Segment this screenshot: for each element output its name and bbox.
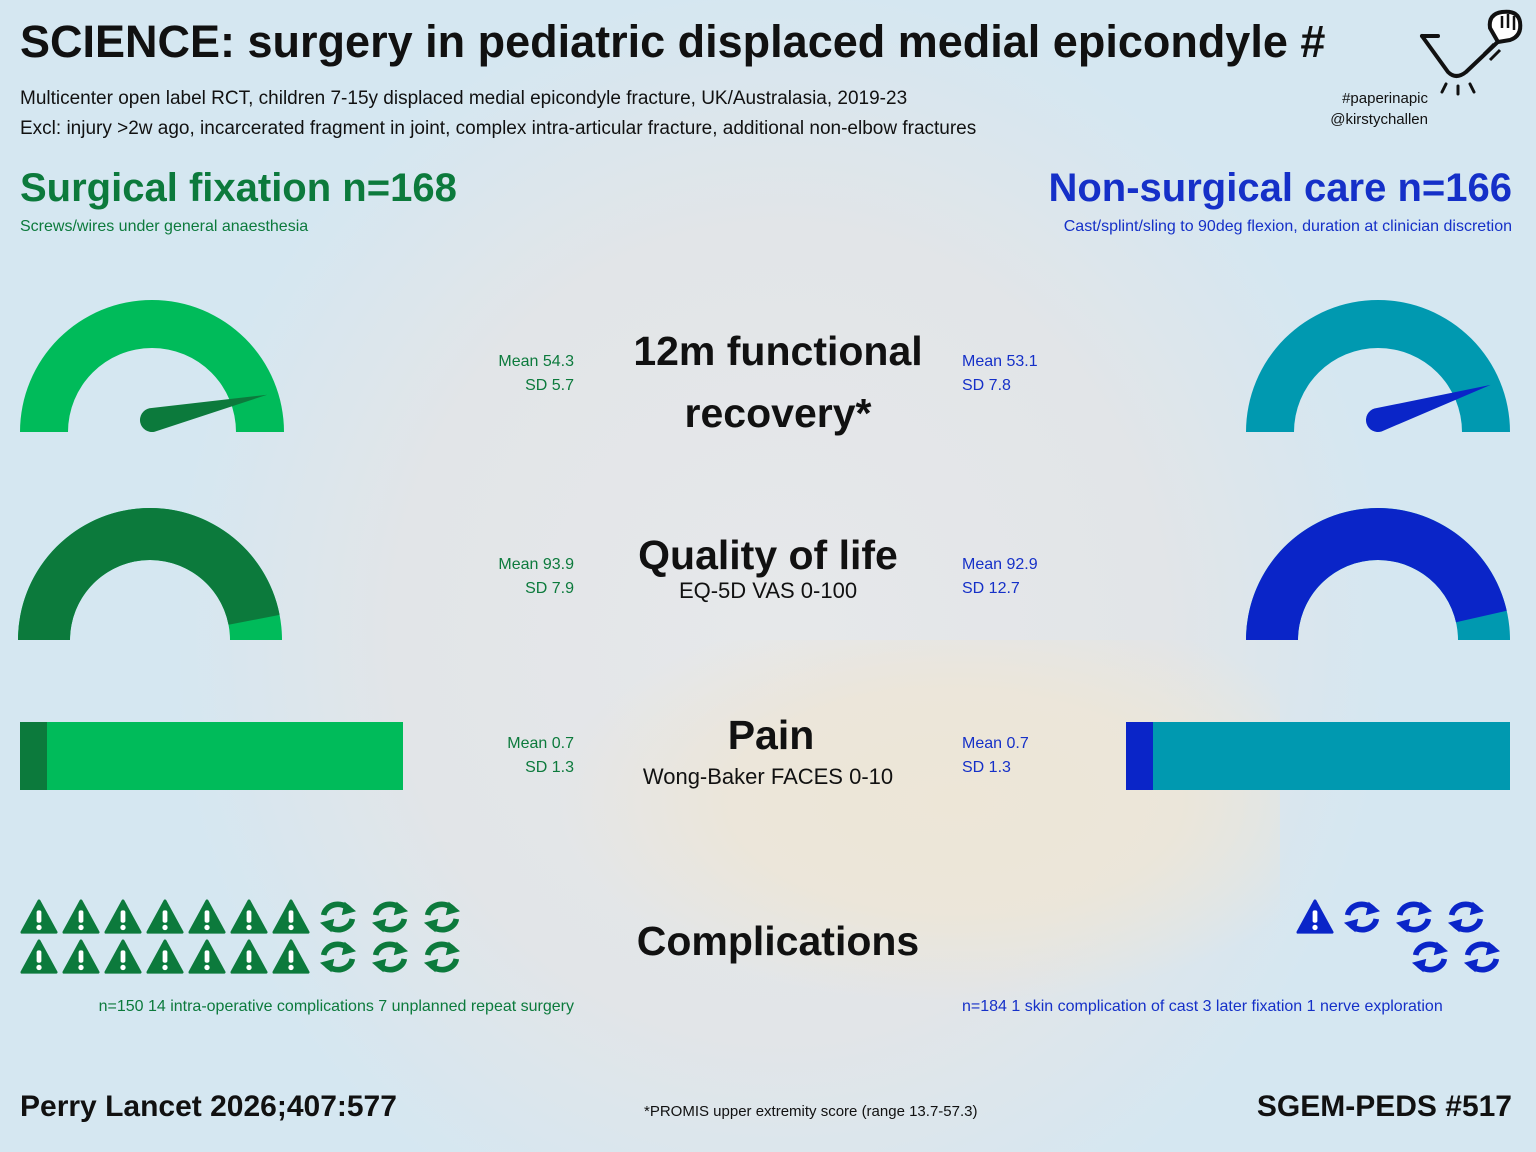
warning-triangle-icon [20,939,58,974]
warning-triangle-icon [188,899,226,934]
nonsurgical-functional-sd: SD 7.8 [962,377,1011,394]
warning-triangle-icon [230,939,268,974]
gauge-arc [20,300,284,432]
nonsurgical-complication-icons [1296,898,1506,976]
surgical-pain-mean: Mean 0.7 [507,735,574,752]
study-design: Multicenter open label RCT, children 7-1… [20,88,908,109]
qol-heading: Quality of life [638,532,898,578]
repeat-surgery-icon [319,941,357,973]
nonsurgical-pain-bar-fill [1126,722,1153,790]
surgical-pain-bar [20,722,403,790]
qol-scale: EQ-5D VAS 0-100 [678,578,858,603]
warning-triangle-icon [20,899,58,934]
surgical-arm-title: Surgical fixation n=168 [20,166,457,210]
surgical-pain-bar-fill [20,722,47,790]
gauge-arc [1246,300,1510,432]
pain-heading: Pain [727,712,815,758]
episode-number: SGEM-PEDS #517 [1256,1090,1512,1123]
surgical-functional-mean: Mean 54.3 [498,353,574,370]
surgical-qol-mean: Mean 93.9 [498,556,574,573]
gauge-fill [1246,507,1507,640]
page-title: SCIENCE: surgery in pediatric displaced … [20,16,1326,67]
warning-triangle-icon [62,939,100,974]
repeat-surgery-icon [1343,901,1381,933]
surgical-complications-text: n=150 14 intra-operative complications 7… [98,998,574,1015]
surgical-qol-stats: Mean 93.9 SD 7.9 [498,553,574,601]
hashtag: #paperinapic [1342,90,1428,107]
functional-title-line2: recovery* [684,390,872,436]
surgical-pain-stats: Mean 0.7 SD 1.3 [507,732,574,780]
warning-triangle-icon [188,939,226,974]
nonsurgical-complications-text: n=184 1 skin complication of cast 3 late… [962,998,1443,1015]
repeat-surgery-icon [423,941,461,973]
nonsurgical-qol-sd: SD 12.7 [962,580,1020,597]
warning-triangle-icon [104,939,142,974]
nonsurgical-qol-mean: Mean 92.9 [962,556,1038,573]
repeat-surgery-icon [1411,941,1449,973]
author-handle: @kirstychallen [1330,111,1428,128]
nonsurgical-functional-stats: Mean 53.1 SD 7.8 [962,350,1038,398]
citation: Perry Lancet 2026;407:577 [20,1090,397,1123]
exclusion-criteria: Excl: injury >2w ago, incarcerated fragm… [20,118,977,139]
repeat-surgery-icon [1395,901,1433,933]
repeat-surgery-icon [319,901,357,933]
warning-triangle-icon [1296,899,1334,934]
warning-triangle-icon [272,939,310,974]
footnote: *PROMIS upper extremity score (range 13.… [644,1103,978,1120]
surgical-functional-sd: SD 5.7 [525,377,574,394]
warning-triangle-icon [146,899,184,934]
pain-scale: Wong-Baker FACES 0-10 [642,764,894,789]
warning-triangle-icon [272,899,310,934]
gauge-fill [18,507,280,640]
nonsurgical-functional-gauge [1246,300,1510,433]
warning-triangle-icon [146,939,184,974]
flexed-arm-cast-icon [1420,9,1523,96]
gauge-needle [1365,384,1491,433]
complications-heading: Complications [636,918,920,964]
surgical-arm-description: Screws/wires under general anaesthesia [20,218,309,235]
warning-triangle-icon [62,899,100,934]
repeat-surgery-icon [1447,901,1485,933]
repeat-surgery-icon [371,941,409,973]
surgical-pain-sd: SD 1.3 [525,759,574,776]
nonsurgical-arm-title: Non-surgical care n=166 [1048,166,1512,210]
repeat-surgery-icon [423,901,461,933]
functional-recovery-heading: 12m functional recovery* [578,320,978,444]
surgical-functional-gauge [20,300,284,433]
functional-title-line1: 12m functional [633,328,923,374]
nonsurgical-pain-bar [1126,722,1510,790]
warning-triangle-icon [104,899,142,934]
surgical-functional-stats: Mean 54.3 SD 5.7 [498,350,574,398]
nonsurgical-arm-description: Cast/splint/sling to 90deg flexion, dura… [1063,218,1512,235]
repeat-surgery-icon [371,901,409,933]
nonsurgical-qol-stats: Mean 92.9 SD 12.7 [962,553,1038,601]
nonsurgical-pain-stats: Mean 0.7 SD 1.3 [962,732,1029,780]
warning-triangle-icon [230,899,268,934]
gauge-needle [139,394,268,433]
surgical-complication-icons [20,898,480,978]
background-photo-sling [560,640,1280,1000]
surgical-qol-sd: SD 7.9 [525,580,574,597]
nonsurgical-functional-mean: Mean 53.1 [962,353,1038,370]
surgical-qol-gauge [18,507,282,640]
nonsurgical-qol-gauge [1246,507,1510,640]
nonsurgical-pain-mean: Mean 0.7 [962,735,1029,752]
nonsurgical-pain-sd: SD 1.3 [962,759,1011,776]
repeat-surgery-icon [1463,941,1501,973]
